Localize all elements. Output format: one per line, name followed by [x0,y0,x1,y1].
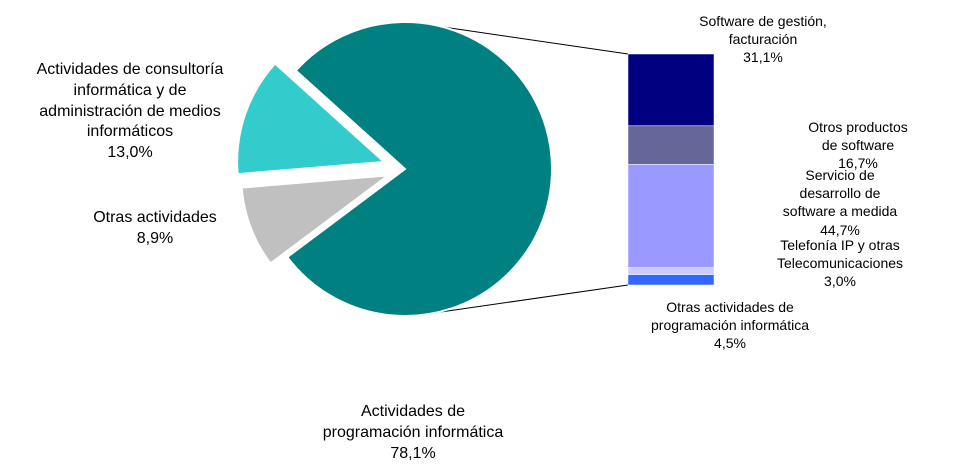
bar-segment [627,125,715,165]
data-label: Servicio de desarrollo de software a med… [779,166,902,239]
label-text: 44,7% [820,221,860,238]
label-text: Telefonía IP y otras Telecomunicaciones [776,237,904,272]
data-label: Otros productos de software 16,7% [806,118,911,173]
label-text: Otras actividades de programación inform… [651,299,809,334]
label-text: 8,9% [136,229,174,247]
label-text: Otras actividades [93,209,217,226]
label-text: 13,0% [107,144,153,162]
bar-segment [627,53,715,127]
label-text: Otros productos de software [808,119,908,154]
label-text: Software de gestión, facturación [699,13,827,48]
connector [426,284,629,315]
label-text: Actividades de programación informática [322,403,504,441]
label-text: Servicio de desarrollo de software a med… [782,167,898,220]
bar-segment [627,274,715,286]
label-text: Actividades de consultoría informática y… [36,61,224,141]
label-text: 3,0% [824,273,856,290]
data-label: Telefonía IP y otras Telecomunicaciones 3… [777,236,903,291]
pie-slice [236,62,387,176]
bar-segment [627,164,715,268]
data-label: Actividades de programación informática 7… [323,402,504,464]
data-label: Software de gestión, facturación 31,1% [699,12,827,67]
label-text: 16,7% [838,155,878,172]
data-label: Otras actividades de programación inform… [651,298,809,353]
bar-segment [627,267,715,275]
label-text: 4,5% [714,335,746,352]
pie-slice [285,21,553,317]
data-label: Otras actividades 8,9% [93,208,217,250]
label-text: 31,1% [743,49,783,66]
pie-slice [240,174,392,265]
data-label: Actividades de consultoría informática y… [37,60,224,164]
label-text: 78,1% [390,444,436,462]
